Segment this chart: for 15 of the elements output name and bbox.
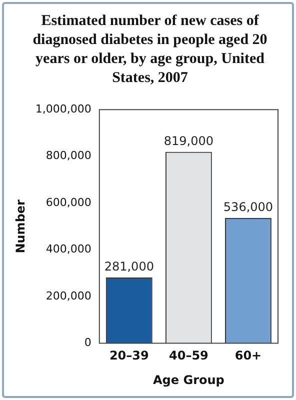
x-tick-label: 20–39	[109, 348, 149, 363]
y-tick-label: 0	[84, 336, 92, 350]
y-tick-label: 200,000	[46, 289, 92, 302]
x-tick-label: 40–59	[168, 348, 208, 363]
y-tick-label: 400,000	[46, 242, 92, 256]
y-tick-label: 600,000	[46, 196, 92, 209]
chart-title: Estimated number of new cases of diagnosed diabetes in people aged 20 years or older, by age group, United States, 2007	[32, 12, 268, 88]
y-tick-label: 1,000,000	[35, 102, 92, 116]
x-tick-label: 60+	[234, 348, 262, 363]
y-tick-label: 800,000	[46, 149, 92, 162]
data-label: 536,000	[223, 200, 274, 214]
y-axis-title: Number	[13, 199, 28, 254]
data-label: 281,000	[104, 260, 154, 274]
x-axis-title: Age Group	[153, 372, 225, 387]
data-label: 819,000	[164, 134, 214, 148]
